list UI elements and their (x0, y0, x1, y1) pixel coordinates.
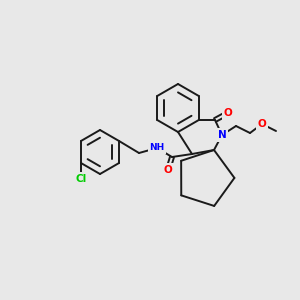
Text: Cl: Cl (75, 174, 87, 184)
Text: NH: NH (149, 143, 165, 152)
Text: O: O (224, 108, 232, 118)
Text: O: O (258, 119, 266, 129)
Text: O: O (164, 165, 172, 175)
Text: N: N (218, 130, 226, 140)
